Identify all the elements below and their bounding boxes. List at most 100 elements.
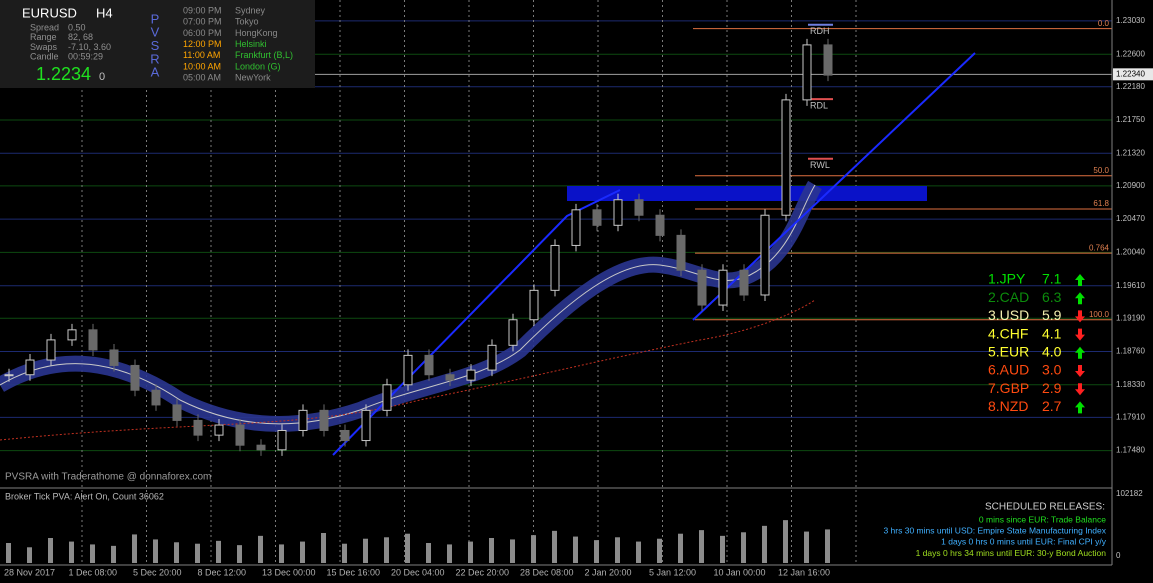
session-city: Helsinki: [235, 39, 267, 49]
strength-label: 4.CHF: [988, 325, 1028, 341]
volume-bar: [489, 537, 494, 563]
volume-bar: [405, 533, 410, 563]
volume-bar: [741, 532, 746, 563]
volume-bar: [258, 535, 263, 563]
info: EURUSD H4 Spread 0.50 Range 82, 68 Swaps -7.10,…: [22, 5, 293, 83]
session-time: 07:00 PM: [183, 17, 222, 27]
strength-value: 6.3: [1042, 289, 1062, 305]
range-label: RWL: [810, 160, 830, 170]
volume-bar: [69, 541, 74, 563]
candle: [193, 419, 203, 436]
x-tick-label: 8 Dec 12:00: [198, 567, 247, 577]
indicator-letter: A: [151, 65, 160, 80]
timeframe: H4: [96, 5, 113, 20]
release-item: 1 days 0 hrs 34 mins until EUR: 30-y Bon…: [916, 548, 1107, 558]
volume-bar: [573, 536, 578, 563]
session-city: NewYork: [235, 73, 271, 83]
y-tick-label: 1.22180: [1116, 82, 1145, 91]
indicator-letter: R: [150, 51, 159, 66]
indicator-letter: P: [151, 11, 160, 26]
candle: [571, 209, 581, 246]
trend-arrow: [1075, 328, 1085, 341]
trend-arrow: [1075, 401, 1085, 414]
strength-value: 5.9: [1042, 307, 1062, 323]
x-tick-label: 15 Dec 16:00: [327, 567, 381, 577]
x-tick-label: 22 Dec 20:00: [456, 567, 510, 577]
volume-bar: [132, 534, 137, 563]
strength-value: 3.0: [1042, 362, 1062, 378]
session-time: 06:00 PM: [183, 28, 222, 38]
current-price-label: 1.22340: [1116, 69, 1145, 78]
candle: [718, 269, 728, 306]
info-value: 0.50: [68, 22, 86, 32]
x-tick-label: 12 Jan 16:00: [778, 567, 830, 577]
info-panel: [0, 0, 315, 88]
candle: [739, 269, 749, 296]
volume-bar: [615, 537, 620, 563]
strength-label: 1.JPY: [988, 271, 1026, 287]
candle: [340, 429, 350, 442]
volume-bar: [279, 544, 284, 563]
volume-bar: [594, 540, 599, 563]
strength-value: 7.1: [1042, 271, 1062, 287]
y-tick-label: 1.19610: [1116, 281, 1145, 290]
info-label: Candle: [30, 51, 59, 61]
candle: [298, 409, 308, 431]
volume-bar: [825, 529, 830, 563]
session-city: Frankfurt (B,L): [235, 50, 293, 60]
volume-bar: [699, 530, 704, 563]
release-item: 0 mins since EUR: Trade Balance: [979, 514, 1106, 524]
candle: [424, 354, 434, 376]
footer: PVSRA with Traderathome @ donnaforex.com: [5, 472, 211, 483]
volume-bar: [762, 525, 767, 563]
strength-value: 4.1: [1042, 325, 1062, 341]
x-tick-label: 28 Dec 08:00: [520, 567, 574, 577]
volume-tick-label: 102182: [1116, 489, 1143, 498]
session-time: 05:00 AM: [183, 73, 221, 83]
candle: [529, 289, 539, 321]
volume-bar: [510, 539, 515, 563]
y-tick-label: 1.20040: [1116, 248, 1145, 257]
volume-bar: [342, 543, 347, 563]
volume-bar: [384, 537, 389, 563]
volume-bar: [321, 532, 326, 563]
x-tick-label: 13 Dec 00:00: [262, 567, 316, 577]
volume-bar: [300, 541, 305, 563]
session-city: Tokyo: [235, 17, 259, 27]
candle: [781, 99, 791, 216]
y-tick-label: 1.20470: [1116, 214, 1145, 223]
candle: [67, 329, 77, 341]
candle: [46, 339, 56, 361]
candle: [172, 404, 182, 421]
session-city: Sydney: [235, 5, 266, 15]
info-value: -7.10, 3.60: [68, 42, 111, 52]
candle: [466, 369, 476, 381]
fib-label: 0.0: [1098, 19, 1110, 28]
plot: RDH RDL RWL: [4, 23, 833, 456]
candle: [487, 344, 497, 371]
current-price-box: [1113, 68, 1153, 81]
candle: [760, 214, 770, 296]
candle: [235, 424, 245, 446]
volume-bar: [804, 531, 809, 563]
strength-label: 3.USD: [988, 307, 1029, 323]
candle: [151, 389, 161, 406]
indicator-letter: V: [151, 25, 160, 40]
strength-value: 2.9: [1042, 380, 1062, 396]
candle: [130, 364, 140, 391]
volume-bar: [111, 545, 116, 563]
info-label: Spread: [30, 22, 59, 32]
fib-label: 61.8: [1093, 199, 1109, 208]
price: 1.2234: [36, 64, 91, 84]
volume-tick-label: 0: [1116, 551, 1121, 560]
volume-bar: [720, 535, 725, 563]
candle: [256, 444, 266, 451]
fib-label: 0.764: [1089, 243, 1110, 252]
trend-arrow: [1075, 274, 1085, 286]
candle: [214, 424, 224, 436]
y-tick-label: 1.17910: [1116, 412, 1145, 421]
volume-bar: [531, 535, 536, 563]
strength-label: 7.GBP: [988, 380, 1029, 396]
volume-bar: [678, 533, 683, 563]
